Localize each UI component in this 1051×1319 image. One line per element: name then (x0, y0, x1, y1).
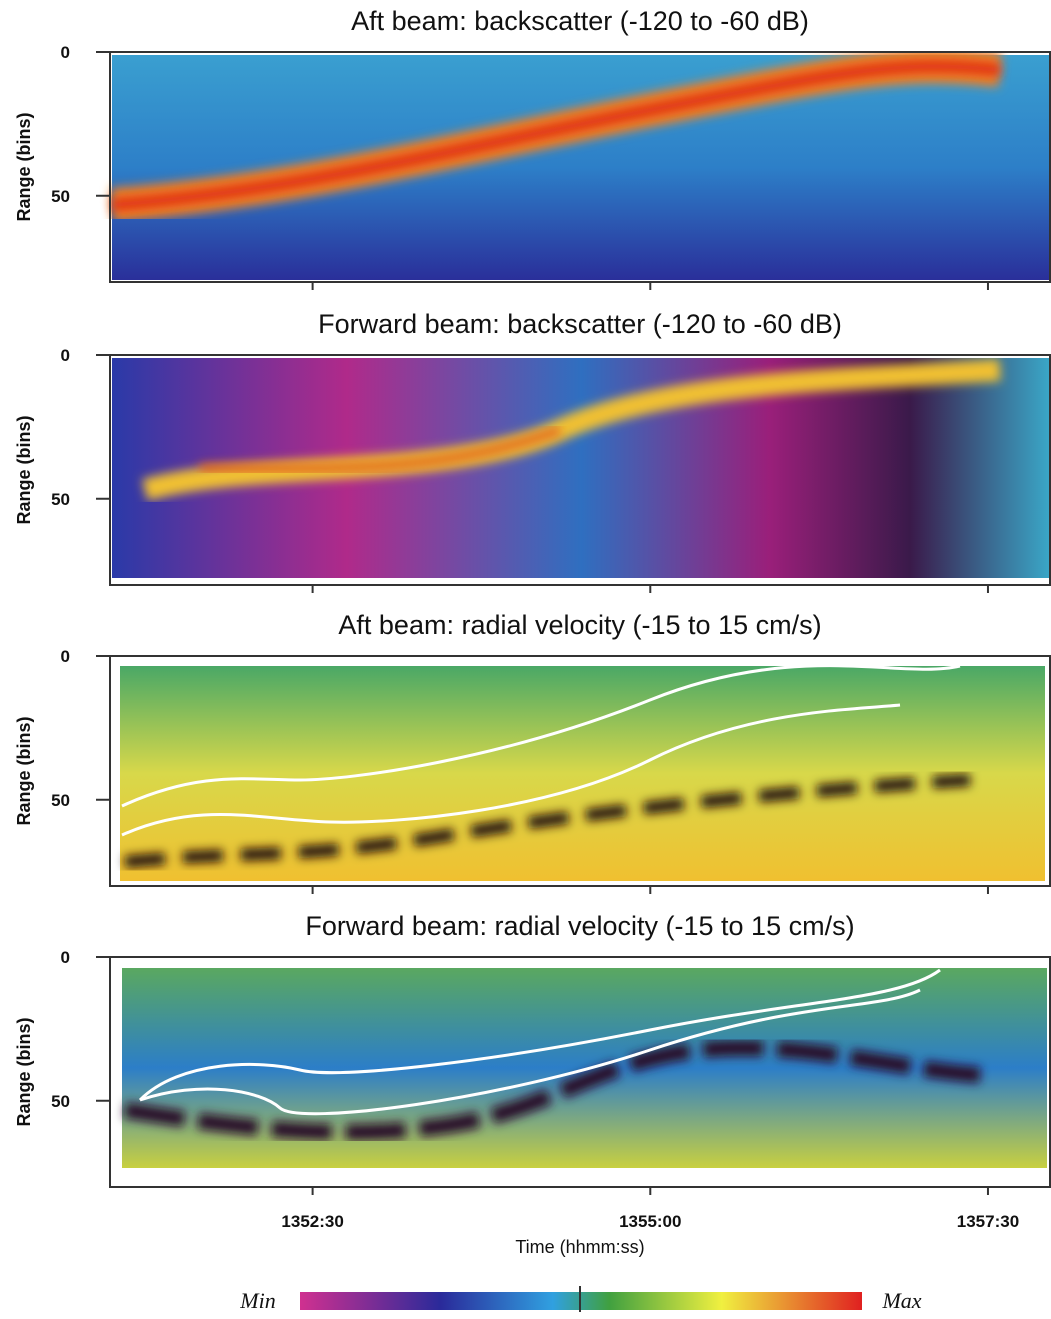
y-axis-label: Range (bins) (14, 415, 34, 524)
y-tick-label: 50 (51, 791, 70, 810)
y-tick-label: 0 (61, 43, 70, 62)
heatmap-art (110, 49, 1051, 1312)
panel-title: Aft beam: radial velocity (-15 to 15 cm/… (338, 610, 821, 640)
y-tick-label: 50 (51, 187, 70, 206)
y-tick-label: 50 (51, 1092, 70, 1111)
plot-frame (109, 51, 1051, 283)
plot-frame (109, 354, 1051, 586)
y-axis-label: Range (bins) (14, 716, 34, 825)
panel-title: Forward beam: backscatter (-120 to -60 d… (318, 309, 842, 339)
colorbar-max-label: Max (881, 1288, 921, 1313)
x-tick-label: 1352:30 (281, 1212, 343, 1231)
y-tick-label: 0 (61, 346, 70, 365)
x-tick-label: 1357:30 (957, 1212, 1019, 1231)
plot-frame (109, 655, 1051, 887)
y-tick-label: 50 (51, 490, 70, 509)
panel-title: Aft beam: backscatter (-120 to -60 dB) (351, 6, 809, 36)
y-tick-label: 0 (61, 647, 70, 666)
plot-frame (109, 956, 1051, 1188)
y-axis-label: Range (bins) (14, 1017, 34, 1126)
x-tick-label: 1355:00 (619, 1212, 681, 1231)
y-axis-label: Range (bins) (14, 112, 34, 221)
panel-title: Forward beam: radial velocity (-15 to 15… (305, 911, 854, 941)
colorbar-min-label: Min (239, 1288, 275, 1313)
x-axis-label: Time (hhmm:ss) (515, 1237, 644, 1257)
y-tick-label: 0 (61, 948, 70, 967)
